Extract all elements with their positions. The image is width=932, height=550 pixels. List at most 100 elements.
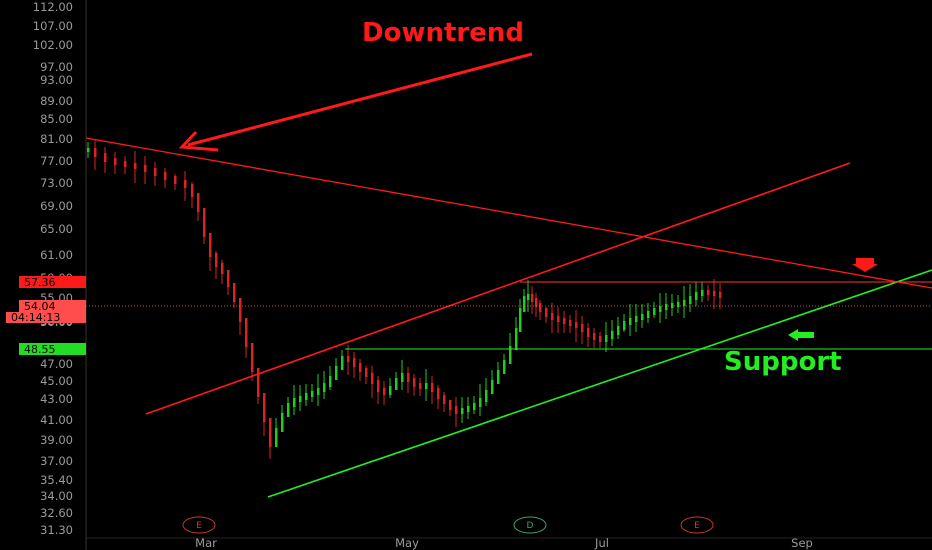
candle-body: [275, 428, 278, 447]
candle-body: [535, 298, 538, 307]
candle-body: [269, 418, 272, 447]
candle-body: [251, 343, 254, 372]
candle-body: [215, 253, 218, 267]
y-tick-label: 89.00: [40, 94, 73, 108]
downtrend-arrow-line: [187, 52, 533, 147]
candle-body: [519, 308, 522, 332]
candle-body: [641, 314, 644, 320]
candle-body: [293, 398, 296, 407]
candle-body: [467, 406, 470, 412]
candle-body: [587, 328, 590, 337]
y-tick-label: 73.00: [40, 176, 73, 190]
candle-body: [281, 413, 284, 432]
candle-body: [623, 321, 626, 330]
candle-body: [527, 294, 530, 300]
candle-body: [635, 316, 638, 322]
candle-body: [407, 373, 410, 382]
candle-body: [531, 294, 534, 302]
y-tick-label: 31.30: [40, 523, 73, 537]
annotations: Downtrend Support: [178, 18, 878, 377]
candle-body: [713, 291, 716, 296]
candle-body: [299, 396, 302, 402]
y-tick-label: 39.00: [40, 433, 73, 447]
candle-body: [557, 316, 560, 322]
candle-body: [263, 393, 266, 422]
y-tick-label: 43.00: [40, 392, 73, 406]
candle-body: [683, 300, 686, 306]
candle-body: [707, 290, 710, 295]
candle-body: [455, 406, 458, 414]
y-tick-label: 37.00: [40, 454, 73, 468]
y-tick-label: 34.00: [40, 489, 73, 503]
candle-body: [671, 303, 674, 308]
candle-body: [523, 296, 526, 312]
candle-body: [503, 360, 506, 374]
candle-body: [383, 388, 386, 395]
green-left-arrow: [788, 329, 814, 341]
price-tag-label: 48.55: [24, 343, 56, 356]
y-tick-label: 69.00: [40, 199, 73, 213]
candle-body: [563, 318, 566, 324]
candle-body: [365, 368, 368, 377]
candle-body: [227, 270, 230, 287]
candle-body: [94, 148, 97, 157]
candle-body: [473, 403, 476, 410]
event-marker-circle: [513, 516, 547, 534]
candle-body: [287, 403, 290, 417]
candle-body: [443, 395, 446, 404]
y-tick-label: 45.00: [40, 374, 73, 388]
candle-body: [124, 161, 127, 167]
candle-body: [479, 398, 482, 407]
candle-body: [395, 378, 398, 390]
candle-body: [695, 292, 698, 300]
candle-body: [239, 298, 242, 322]
price-tag-bg: [6, 312, 86, 323]
candle-body: [431, 383, 434, 392]
candle-body: [335, 366, 338, 380]
price-tag-label: 54.04: [24, 300, 56, 313]
candle-body: [144, 165, 147, 172]
candle-body: [515, 328, 518, 350]
candle-body: [323, 383, 326, 392]
event-marker-label: D: [527, 521, 534, 531]
event-marker-label: E: [196, 521, 202, 531]
y-tick-label: 112.00: [33, 0, 73, 14]
y-tick-label: 35.40: [40, 473, 73, 487]
downtrend-annotation: Downtrend: [362, 18, 524, 48]
candle-body: [647, 311, 650, 318]
candle-body: [599, 336, 602, 342]
y-tick-label: 61.00: [40, 248, 73, 262]
candle-body: [665, 304, 668, 310]
candle-body: [401, 373, 404, 382]
x-tick-label: Jul: [594, 536, 609, 550]
candle-body: [413, 378, 416, 387]
event-marker-circle: [680, 516, 714, 534]
candle-body: [209, 233, 212, 257]
candle-body: [353, 358, 356, 367]
candle-body: [551, 313, 554, 320]
candle-body: [677, 302, 680, 307]
candle-body: [449, 400, 452, 410]
x-tick-label: May: [395, 536, 419, 550]
candle-body: [134, 163, 137, 169]
y-tick-label: 65.00: [40, 222, 73, 236]
support-trend-line: [267, 269, 932, 498]
candle-body: [581, 324, 584, 332]
candle-body: [593, 333, 596, 340]
candle-body: [311, 391, 314, 397]
y-tick-label: 32.60: [40, 506, 73, 520]
y-tick-label: 81.00: [40, 132, 73, 146]
candle-body: [174, 176, 177, 184]
candle-body: [245, 318, 248, 347]
red-down-arrow: [852, 258, 878, 272]
candle-body: [569, 320, 572, 326]
y-tick-label: 97.00: [40, 60, 73, 74]
candle-body: [689, 296, 692, 304]
candle-body: [359, 363, 362, 372]
candle-body: [575, 322, 578, 328]
candle-body: [341, 356, 344, 370]
candle-body: [629, 318, 632, 325]
